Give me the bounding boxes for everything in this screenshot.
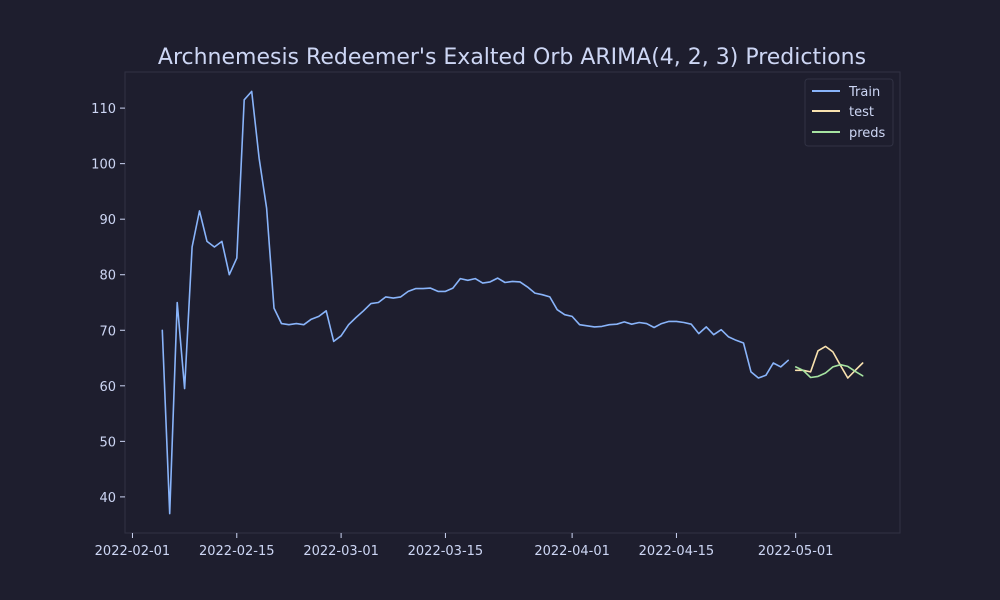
x-tick-label: 2022-02-15 — [199, 544, 275, 559]
y-tick-label: 60 — [99, 380, 116, 395]
x-axis: 2022-02-01 2022-02-15 2022-03-01 2022-03-15… — [95, 533, 834, 559]
plot-area — [124, 71, 901, 534]
x-tick-label: 2022-04-01 — [534, 544, 610, 559]
legend-label-train: Train — [848, 85, 880, 100]
legend-label-test: test — [849, 105, 874, 120]
y-axis: 40 50 60 70 80 90 100 110 — [91, 102, 125, 506]
chart-title: Archnemesis Redeemer's Exalted Orb ARIMA… — [158, 45, 866, 70]
y-tick-label: 70 — [99, 324, 116, 339]
y-tick-label: 80 — [99, 269, 116, 284]
y-tick-label: 110 — [91, 102, 116, 117]
y-tick-label: 90 — [99, 213, 116, 228]
series-line-test — [794, 345, 864, 379]
x-tick-label: 2022-04-15 — [639, 544, 715, 559]
y-tick-label: 50 — [99, 435, 116, 450]
legend-label-preds: preds — [849, 126, 886, 141]
x-tick-label: 2022-03-01 — [303, 544, 379, 559]
legend-box — [804, 78, 894, 147]
legend: Train test preds — [804, 78, 894, 147]
series-line-preds — [794, 363, 864, 379]
y-tick-label: 100 — [91, 158, 116, 173]
x-tick-label: 2022-05-01 — [758, 544, 834, 559]
y-tick-label: 40 — [99, 491, 116, 506]
x-tick-label: 2022-02-01 — [95, 544, 171, 559]
x-tick-label: 2022-03-15 — [408, 544, 484, 559]
series-layer — [161, 90, 864, 515]
series-line-train — [161, 90, 790, 515]
